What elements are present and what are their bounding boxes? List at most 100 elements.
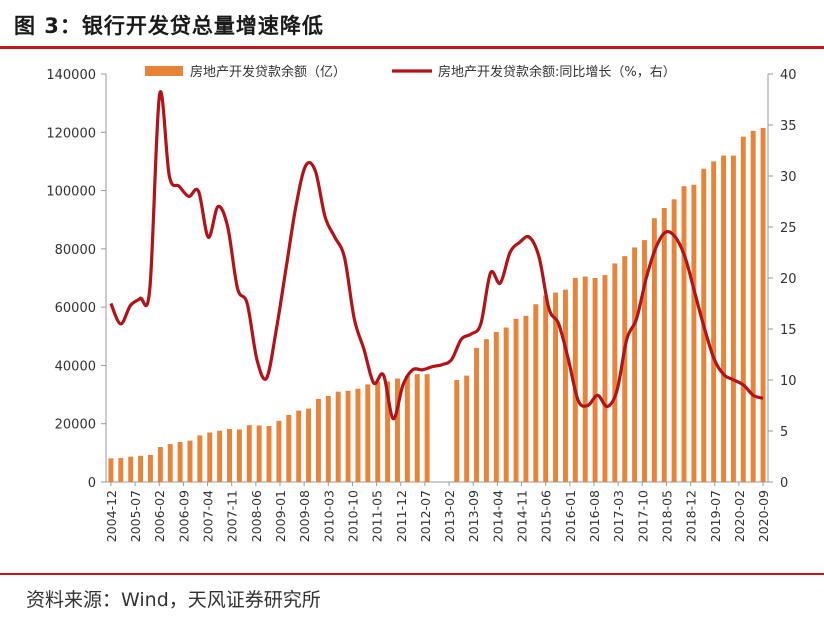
x-tick-label: 2010-10 <box>345 490 360 542</box>
bar <box>671 199 677 483</box>
bar <box>474 347 479 482</box>
x-tick-label: 2004-12 <box>104 490 119 542</box>
bar <box>167 444 173 482</box>
figure-title: 图 3：银行开发贷总量增速降低 <box>14 14 324 38</box>
figure-header: 图 3：银行开发贷总量增速降低 <box>0 0 824 46</box>
bar <box>375 381 381 482</box>
bar <box>128 456 134 482</box>
bar <box>642 240 647 482</box>
bar <box>572 278 578 482</box>
bar <box>740 136 746 482</box>
bar <box>256 425 262 482</box>
top-rule <box>0 46 824 49</box>
bar <box>197 435 203 482</box>
bar <box>612 263 618 482</box>
right-tick-label: 15 <box>780 323 797 338</box>
bar <box>355 388 361 482</box>
bar <box>266 426 272 482</box>
bar <box>553 292 559 482</box>
bar <box>622 256 628 482</box>
x-tick-label: 2016-01 <box>563 490 578 542</box>
bar <box>246 425 252 482</box>
x-tick-label: 2015-06 <box>539 490 554 542</box>
bar <box>681 186 687 482</box>
bar <box>207 432 213 482</box>
chart-svg: 0 20000 40000 60000 80000 100000 120000 140000 0… <box>46 64 797 542</box>
x-tick-label: 2014-11 <box>515 490 530 542</box>
bar <box>414 374 420 482</box>
bar <box>721 155 727 482</box>
x-tick-label: 2009-08 <box>297 490 312 542</box>
x-tick-label: 2011-12 <box>394 490 409 542</box>
bar <box>187 440 193 482</box>
right-tick-label: 35 <box>780 119 797 134</box>
x-tick-label: 2013-02 <box>442 490 457 542</box>
legend-bar-swatch <box>145 66 183 76</box>
x-tick-label: 2010-03 <box>321 490 336 542</box>
x-tick-label: 2008-06 <box>249 490 264 542</box>
x-tick-label: 2017-03 <box>611 490 626 542</box>
bar <box>661 208 667 483</box>
bar <box>147 454 153 482</box>
bar <box>335 391 341 482</box>
bar <box>315 398 321 482</box>
bar <box>325 396 331 482</box>
x-tick-label: 2016-08 <box>587 490 602 542</box>
growth-line <box>109 90 764 421</box>
bar <box>602 275 608 482</box>
bar <box>365 384 371 482</box>
bar <box>424 374 430 482</box>
bar <box>760 127 766 483</box>
bar <box>118 458 124 482</box>
right-tick-label: 10 <box>780 374 797 389</box>
bar <box>632 247 638 482</box>
bar <box>503 327 509 482</box>
bar <box>217 430 223 482</box>
bar <box>750 130 756 482</box>
right-tick-label: 40 <box>780 68 797 83</box>
bar <box>286 414 292 482</box>
bar <box>395 378 400 482</box>
right-tick-label: 20 <box>780 272 797 287</box>
legend-line-label: 房地产开发贷款余额:同比增长（%，右） <box>438 64 676 80</box>
x-tick-label: 2018-05 <box>659 490 674 542</box>
bar <box>306 408 312 482</box>
bar <box>454 380 460 482</box>
right-tick-label: 25 <box>780 221 797 236</box>
x-tick-label: 2012-07 <box>418 490 433 542</box>
bar <box>651 218 657 482</box>
left-tick-label: 60000 <box>55 301 96 316</box>
bar <box>404 375 410 482</box>
bar <box>236 429 242 482</box>
right-tick-label: 30 <box>780 170 797 185</box>
left-tick-label: 40000 <box>55 359 96 374</box>
left-tick-label: 80000 <box>55 243 96 258</box>
bar <box>157 447 163 482</box>
bar <box>138 455 144 482</box>
x-tick-label: 2007-04 <box>201 490 216 542</box>
bar <box>483 339 489 482</box>
bar <box>464 375 470 482</box>
x-tick-label: 2005-07 <box>128 490 143 542</box>
left-tick-label: 140000 <box>46 68 96 83</box>
bar <box>493 331 499 482</box>
chart-container: 0 20000 40000 60000 80000 100000 120000 140000 0… <box>0 52 824 572</box>
left-tick-label: 0 <box>88 476 96 491</box>
x-tick-label: 2018-12 <box>684 490 699 542</box>
x-tick-label: 2017-10 <box>635 490 650 542</box>
bar <box>108 458 114 482</box>
bar <box>227 428 232 482</box>
bar <box>296 410 302 482</box>
bar <box>276 420 282 482</box>
x-tick-label: 2014-04 <box>490 490 505 542</box>
bar <box>543 295 549 482</box>
bar <box>691 184 697 482</box>
bar <box>523 315 529 482</box>
x-tick-label: 2007-11 <box>225 490 240 542</box>
x-tick-label: 2009-01 <box>273 490 288 542</box>
right-tick-label: 0 <box>780 476 788 491</box>
legend-bar-label: 房地产开发贷款余额（亿） <box>190 64 346 80</box>
x-tick-label: 2013-09 <box>466 490 481 542</box>
bar <box>582 276 588 482</box>
x-tick-label: 2019-07 <box>708 490 723 542</box>
